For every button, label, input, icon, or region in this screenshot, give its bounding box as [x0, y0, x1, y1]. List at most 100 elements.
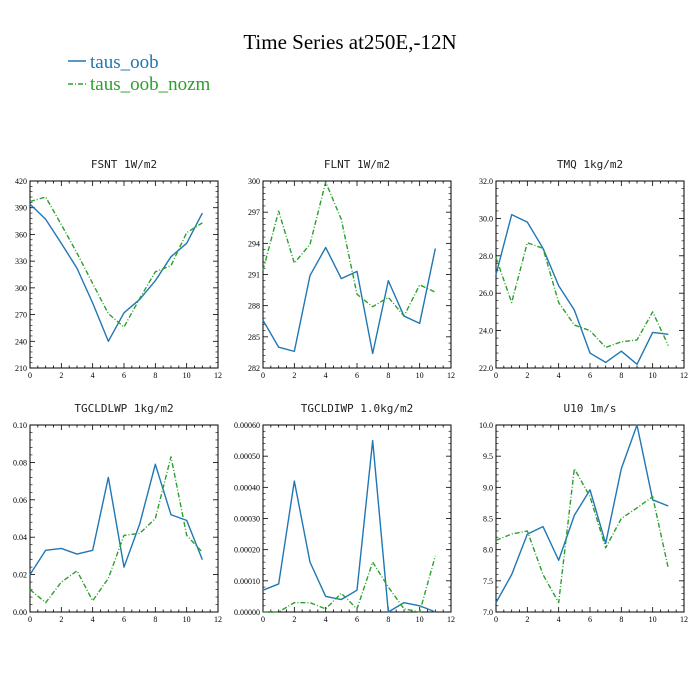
x-tick-label: 0: [494, 371, 498, 380]
y-tick-label: 8.0: [483, 546, 493, 555]
x-tick-label: 8: [153, 371, 157, 380]
legend-label-taus-oob: taus_oob: [90, 52, 159, 73]
y-tick-label: 210: [15, 364, 27, 373]
panel-title: U10 1m/s: [564, 402, 617, 415]
y-tick-label: 0.00040: [234, 483, 260, 492]
y-tick-label: 300: [248, 177, 260, 186]
series-line-taus-oob-nozm: [29, 456, 203, 604]
plot-frame: [495, 180, 685, 369]
x-tick-label: 8: [386, 371, 390, 380]
y-tick-label: 32.0: [479, 177, 493, 186]
x-tick-label: 8: [153, 615, 157, 624]
x-tick-label: 6: [588, 371, 592, 380]
x-tick-label: 12: [214, 615, 222, 624]
x-tick-label: 2: [292, 371, 296, 380]
x-tick-label: 12: [680, 615, 688, 624]
y-tick-label: 0.00020: [234, 546, 260, 555]
y-tick-label: 9.5: [483, 452, 493, 461]
x-tick-label: 12: [447, 371, 455, 380]
y-tick-label: 0.08: [13, 458, 27, 467]
x-tick-label: 4: [324, 371, 328, 380]
series-line-taus-oob: [29, 203, 203, 342]
x-tick-label: 12: [447, 615, 455, 624]
y-tick-label: 0.00030: [234, 515, 260, 524]
series-line-taus-oob-nozm: [29, 196, 203, 328]
y-tick-label: 420: [15, 177, 27, 186]
main-title: Time Series at250E,-12N: [243, 30, 456, 54]
y-tick-label: 270: [15, 311, 27, 320]
x-tick-label: 6: [588, 615, 592, 624]
y-tick-label: 0.00010: [234, 577, 260, 586]
x-tick-label: 0: [28, 371, 32, 380]
panel-u10: U10 1m/s 0 2 4 6 8 10 12 7.0 7.5 8.0 8.5 9.0 9.5 10.0: [479, 402, 688, 624]
x-tick-label: 12: [214, 371, 222, 380]
panel-flnt: FLNT 1W/m2 0 2 4 6 8 10 12 282 285 288 291 294 297 300: [248, 158, 455, 380]
x-tick-label: 10: [183, 371, 191, 380]
y-tick-label: 26.0: [479, 289, 493, 298]
x-tick-label: 10: [416, 371, 424, 380]
series-line-taus-oob: [495, 213, 669, 365]
x-tick-label: 12: [680, 371, 688, 380]
series-line-taus-oob-nozm: [263, 555, 437, 613]
y-tick-label: 10.0: [479, 421, 493, 430]
panel-title: FLNT 1W/m2: [324, 158, 390, 171]
y-tick-label: 240: [15, 337, 27, 346]
panel-fsnt: FSNT 1W/m2 0 2 4 6 8 10 12 210 240 270 300 330 360 390…: [15, 158, 222, 380]
plot-frame: [495, 424, 685, 613]
x-tick-label: 6: [355, 615, 359, 624]
y-tick-label: 0.00: [13, 608, 27, 617]
x-tick-label: 6: [122, 615, 126, 624]
y-tick-label: 297: [248, 208, 260, 217]
y-tick-label: 7.5: [483, 577, 493, 586]
y-tick-label: 24.0: [479, 327, 493, 336]
y-tick-label: 28.0: [479, 252, 493, 261]
series-line-taus-oob-nozm: [495, 242, 669, 349]
panel-tgcldiwp: TGCLDIWP 1.0kg/m2 0 2 4 6 8 10 12 0.00000 0.00010…: [234, 402, 455, 624]
y-tick-label: 0.04: [13, 533, 27, 542]
plot-frame: [29, 180, 219, 369]
y-tick-label: 22.0: [479, 364, 493, 373]
plot-frame: [29, 424, 219, 613]
x-tick-label: 2: [525, 615, 529, 624]
x-tick-label: 0: [261, 371, 265, 380]
x-tick-label: 8: [619, 615, 623, 624]
y-tick-label: 291: [248, 271, 260, 280]
x-tick-label: 0: [261, 615, 265, 624]
panel-title: FSNT 1W/m2: [91, 158, 157, 171]
panel-tgcldlwp: TGCLDLWP 1kg/m2 0 2 4 6 8 10 12 0.00 0.02 0.04 0.06…: [13, 402, 222, 624]
x-tick-label: 4: [557, 615, 561, 624]
x-tick-label: 6: [122, 371, 126, 380]
x-tick-label: 6: [355, 371, 359, 380]
y-tick-label: 330: [15, 257, 27, 266]
series-line-taus-oob-nozm: [262, 181, 436, 317]
x-tick-label: 2: [59, 615, 63, 624]
y-tick-label: 300: [15, 284, 27, 293]
panel-title: TGCLDIWP 1.0kg/m2: [301, 402, 414, 415]
y-tick-label: 294: [248, 239, 260, 248]
x-tick-label: 2: [292, 615, 296, 624]
y-tick-label: 9.0: [483, 483, 493, 492]
series-line-taus-oob: [262, 439, 436, 613]
panels: FSNT 1W/m20 2 4 6 8 10 12210240270300330360390…: [13, 158, 688, 624]
series-line-taus-oob-nozm: [495, 467, 670, 604]
y-tick-label: 0.10: [13, 421, 27, 430]
y-tick-label: 285: [248, 333, 260, 342]
x-tick-label: 2: [59, 371, 63, 380]
y-tick-label: 7.0: [483, 608, 493, 617]
x-tick-label: 10: [183, 615, 191, 624]
y-tick-label: 0.06: [13, 496, 27, 505]
x-tick-label: 8: [619, 371, 623, 380]
y-tick-label: 0.00050: [234, 452, 260, 461]
panel-title: TMQ 1kg/m2: [557, 158, 623, 171]
y-tick-label: 0.02: [13, 571, 27, 580]
y-tick-label: 0.00060: [234, 421, 260, 430]
x-tick-label: 10: [416, 615, 424, 624]
legend: taus_oob taus_oob_nozm: [68, 52, 211, 95]
panel-tmq: TMQ 1kg/m2 0 2 4 6 8 10 12 22.0 24.0 26.0 28.0 30.0 3…: [479, 158, 688, 380]
y-tick-label: 360: [15, 230, 27, 239]
x-tick-label: 0: [28, 615, 32, 624]
legend-label-taus-oob-nozm: taus_oob_nozm: [90, 74, 211, 95]
panel-title: TGCLDLWP 1kg/m2: [74, 402, 173, 415]
x-tick-label: 0: [494, 615, 498, 624]
